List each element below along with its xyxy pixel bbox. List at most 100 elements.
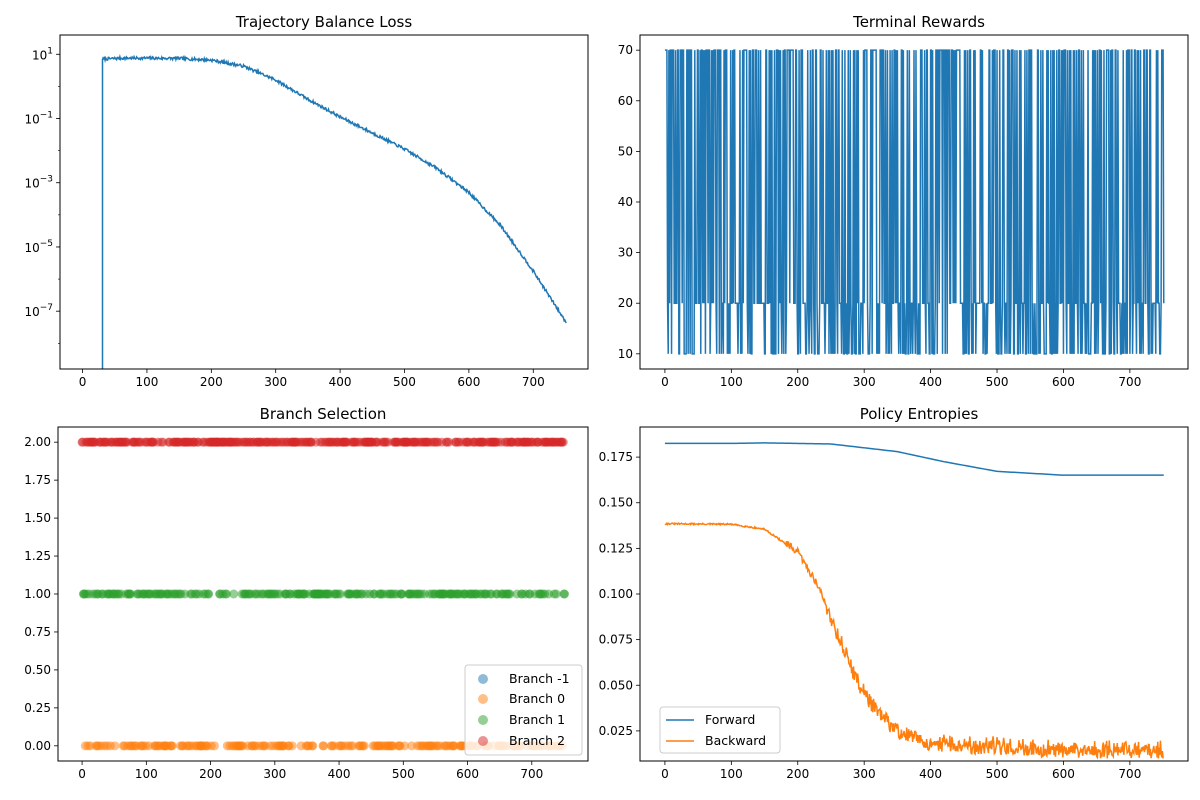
rewards-panel: Terminal Rewards 0 100 200 300 400 500 600 700 1… (618, 13, 1189, 389)
legend-marker-branch-neg1 (478, 674, 488, 684)
rewards-ytick-label: 30 (618, 246, 633, 260)
rewards-ytick-label: 60 (618, 94, 633, 108)
loss-ytick-label: 10−7 (24, 303, 53, 319)
branch-point (319, 741, 329, 751)
branch-point (359, 741, 369, 751)
branch-point (505, 589, 515, 599)
branch-ytick-label: 0.50 (24, 663, 51, 677)
branch-ytick-label: 1.00 (24, 587, 51, 601)
entropy-ytick-label: 0.100 (599, 587, 633, 601)
entropy-xtick-label: 100 (720, 767, 743, 781)
rewards-ytick-label: 50 (618, 144, 633, 158)
rewards-xtick-label: 0 (661, 375, 669, 389)
branch-point (167, 741, 177, 751)
branch-point (126, 589, 136, 599)
branch-point (222, 589, 232, 599)
entropy-ytick-label: 0.025 (599, 724, 633, 738)
loss-xtick-label: 0 (79, 375, 87, 389)
loss-title: Trajectory Balance Loss (235, 13, 413, 31)
legend-label-branch-1: Branch 1 (509, 712, 565, 727)
loss-xtick-label: 600 (457, 375, 480, 389)
branch-title: Branch Selection (260, 405, 387, 423)
branch-xtick-label: 0 (78, 767, 86, 781)
rewards-xtick-label: 400 (919, 375, 942, 389)
entropy-xtick-label: 0 (661, 767, 669, 781)
loss-ytick-label: 10−1 (24, 111, 53, 127)
entropy-xtick-label: 400 (919, 767, 942, 781)
branch-point (444, 437, 454, 447)
loss-xtick-label: 400 (329, 375, 352, 389)
legend-marker-branch-1 (478, 715, 488, 725)
branch-ytick-label: 1.50 (24, 511, 51, 525)
loss-ytick-label: 101 (32, 46, 53, 62)
loss-xtick-label: 500 (393, 375, 416, 389)
legend-marker-branch-0 (478, 694, 488, 704)
branch-point (110, 741, 120, 751)
branch-xtick-label: 600 (456, 767, 479, 781)
branch-point (335, 589, 345, 599)
rewards-xtick-label: 300 (853, 375, 876, 389)
rewards-title: Terminal Rewards (852, 13, 985, 31)
loss-axes-frame (59, 34, 589, 370)
entropy-panel: Policy Entropies 0 100 200 300 400 500 600 7000… (599, 405, 1189, 781)
branch-xtick-label: 400 (328, 767, 351, 781)
legend-label-backward: Backward (705, 733, 766, 748)
branch-ytick-label: 0.75 (24, 625, 51, 639)
rewards-axes-frame (639, 34, 1189, 370)
branch-point (348, 741, 358, 751)
entropy-forward-line (664, 442, 1164, 476)
legend-marker-branch-2 (478, 736, 488, 746)
entropy-xtick-label: 500 (986, 767, 1009, 781)
entropy-legend: Forward Backward (659, 706, 781, 754)
rewards-ytick-label: 40 (618, 195, 633, 209)
legend-label-branch-0: Branch 0 (509, 691, 565, 706)
loss-xtick-label: 300 (264, 375, 287, 389)
branch-xtick-label: 700 (520, 767, 543, 781)
entropy-ytick-label: 0.175 (599, 450, 633, 464)
branch-ytick-label: 1.25 (24, 549, 51, 563)
branch-point (560, 589, 570, 599)
branch-point (400, 741, 410, 751)
entropy-title: Policy Entropies (860, 405, 979, 423)
rewards-xtick-label: 500 (986, 375, 1009, 389)
branch-legend-box (464, 664, 583, 756)
rewards-xtick-label: 100 (720, 375, 743, 389)
branch-ytick-label: 0.25 (24, 701, 51, 715)
branch-xtick-label: 300 (263, 767, 286, 781)
entropy-xtick-label: 700 (1118, 767, 1141, 781)
legend-label-branch-2: Branch 2 (509, 733, 565, 748)
loss-series-line (101, 53, 567, 369)
loss-xtick-label: 100 (135, 375, 158, 389)
branch-point (397, 589, 407, 599)
loss-ytick-label: 10−5 (24, 239, 53, 255)
branch-point (308, 741, 318, 751)
rewards-plot-area: 0 100 200 300 400 500 600 700 10 20 30 40 50 60 70 (618, 43, 1165, 389)
branch-ytick-label: 2.00 (24, 435, 51, 449)
loss-xtick-label: 700 (522, 375, 545, 389)
branch-ytick-label: 1.75 (24, 473, 51, 487)
branch-point (209, 741, 219, 751)
entropy-axes-frame (639, 426, 1189, 762)
entropy-xtick-label: 600 (1052, 767, 1075, 781)
loss-plot-area: 0 100 200 300 400 500 600 700 101 10−1 10−3 10−5 10−… (24, 46, 567, 389)
branch-point (287, 741, 297, 751)
rewards-ytick-label: 20 (618, 296, 633, 310)
legend-label-forward: Forward (705, 712, 755, 727)
loss-xtick-label: 200 (200, 375, 223, 389)
branch-point (229, 589, 239, 599)
branch-panel: Branch Selection 0 100 200 300 400 500 600 700 0… (24, 405, 589, 781)
legend-label-branch-neg1: Branch -1 (509, 671, 570, 686)
branch-point (558, 437, 568, 447)
entropy-plot-area: 0 100 200 300 400 500 600 700 0.025 0.050 0.075 0.1… (599, 442, 1165, 781)
loss-ytick-label: 10−3 (24, 175, 53, 191)
entropy-ytick-label: 0.150 (599, 496, 633, 510)
entropy-ytick-label: 0.050 (599, 678, 633, 692)
branch-ytick-label: 0.00 (24, 739, 51, 753)
entropy-xtick-label: 200 (786, 767, 809, 781)
branch-point (551, 589, 561, 599)
branch-axes-frame (57, 426, 589, 762)
loss-panel: Trajectory Balance Loss 0 100 200 300 400 500… (24, 13, 589, 389)
rewards-xtick-label: 200 (786, 375, 809, 389)
rewards-ytick-label: 70 (618, 43, 633, 57)
